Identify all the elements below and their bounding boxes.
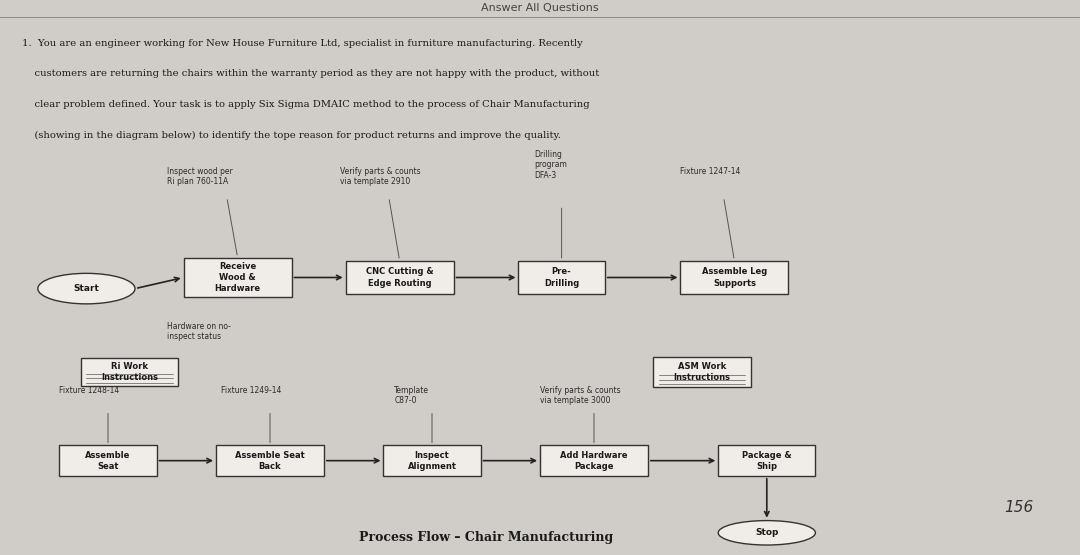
FancyBboxPatch shape — [518, 261, 605, 294]
Text: Template
C87-0: Template C87-0 — [394, 386, 429, 405]
Text: Add Hardware
Package: Add Hardware Package — [561, 451, 627, 471]
Text: Process Flow – Chair Manufacturing: Process Flow – Chair Manufacturing — [359, 531, 613, 544]
Text: Ri Work
Instructions: Ri Work Instructions — [102, 362, 158, 382]
Text: CNC Cutting &
Edge Routing: CNC Cutting & Edge Routing — [366, 268, 433, 287]
FancyBboxPatch shape — [216, 445, 324, 476]
FancyBboxPatch shape — [346, 261, 454, 294]
Text: Verify parts & counts
via template 3000: Verify parts & counts via template 3000 — [540, 386, 621, 405]
Text: Fixture 1248-14: Fixture 1248-14 — [59, 386, 120, 395]
FancyBboxPatch shape — [383, 445, 481, 476]
Ellipse shape — [38, 274, 135, 304]
Text: Hardware on no-
inspect status: Hardware on no- inspect status — [167, 322, 231, 341]
Text: 156: 156 — [1004, 500, 1034, 514]
Text: Pre-
Drilling: Pre- Drilling — [544, 268, 579, 287]
Text: Inspect
Alignment: Inspect Alignment — [407, 451, 457, 471]
Text: Inspect wood per
Ri plan 760-11A: Inspect wood per Ri plan 760-11A — [167, 166, 233, 186]
Text: Verify parts & counts
via template 2910: Verify parts & counts via template 2910 — [340, 166, 421, 186]
Text: Start: Start — [73, 284, 99, 293]
Ellipse shape — [718, 521, 815, 545]
Text: Fixture 1247-14: Fixture 1247-14 — [680, 166, 741, 175]
FancyBboxPatch shape — [680, 261, 788, 294]
FancyBboxPatch shape — [81, 358, 178, 386]
Text: Package &
Ship: Package & Ship — [742, 451, 792, 471]
FancyBboxPatch shape — [653, 357, 751, 387]
Text: 1.  You are an engineer working for New House Furniture Ltd, specialist in furni: 1. You are an engineer working for New H… — [22, 39, 582, 48]
Text: Fixture 1249-14: Fixture 1249-14 — [221, 386, 282, 395]
Text: ASM Work
Instructions: ASM Work Instructions — [674, 362, 730, 382]
Text: clear problem defined. Your task is to apply Six Sigma DMAIC method to the proce: clear problem defined. Your task is to a… — [22, 100, 590, 109]
Text: Answer All Questions: Answer All Questions — [482, 3, 598, 13]
Text: customers are returning the chairs within the warranty period as they are not ha: customers are returning the chairs withi… — [22, 69, 598, 78]
FancyBboxPatch shape — [59, 445, 157, 476]
Text: Assemble Seat
Back: Assemble Seat Back — [235, 451, 305, 471]
Text: Drilling
program
DFA-3: Drilling program DFA-3 — [535, 150, 567, 180]
Text: Assemble Leg
Supports: Assemble Leg Supports — [702, 268, 767, 287]
FancyBboxPatch shape — [718, 445, 815, 476]
FancyBboxPatch shape — [540, 445, 648, 476]
Text: (showing in the diagram below) to identify the tope reason for product returns a: (showing in the diagram below) to identi… — [22, 130, 561, 139]
Text: Assemble
Seat: Assemble Seat — [85, 451, 131, 471]
Text: Stop: Stop — [755, 528, 779, 537]
FancyBboxPatch shape — [184, 258, 292, 297]
Text: Receive
Wood &
Hardware: Receive Wood & Hardware — [215, 262, 260, 293]
